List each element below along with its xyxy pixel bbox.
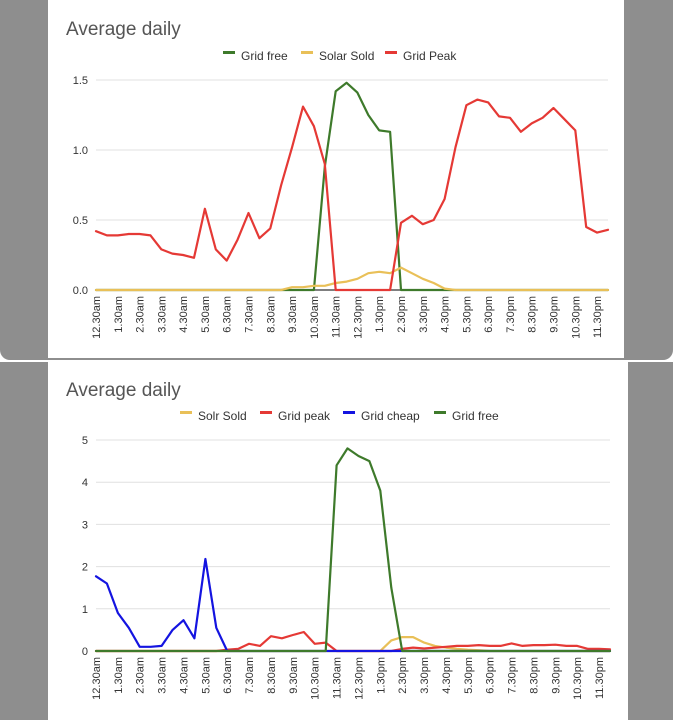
- x-tick-label: 11.30pm: [592, 296, 604, 338]
- series-line-grid-peak: [94, 630, 612, 653]
- x-tick-label: 2.30am: [135, 296, 147, 333]
- legend-label-4: Grid free: [452, 409, 499, 423]
- x-tick-label: 9.30am: [288, 657, 300, 694]
- x-tick-label: 7.30pm: [505, 296, 517, 333]
- series-line-solar-sold: [94, 266, 610, 292]
- x-tick-label: 1.30am: [113, 657, 125, 694]
- x-tick-label: 3.30am: [157, 657, 169, 694]
- chart-card-bottom: Average daily Solr Sold Grid peak Grid chea…: [48, 362, 628, 720]
- x-tick-label: 6.30pm: [485, 657, 497, 694]
- legend-label-3: Grid Peak: [403, 49, 457, 63]
- y-tick-label: 1.5: [73, 75, 88, 87]
- legend-label-2: Solar Sold: [319, 49, 374, 63]
- x-tick-label: 1.30pm: [375, 657, 387, 694]
- x-tick-label: 7.30pm: [507, 657, 519, 694]
- x-tick-label: 12.30am: [91, 296, 103, 339]
- x-tick-label: 3.30am: [156, 296, 168, 333]
- legend-label-2: Grid peak: [278, 409, 331, 423]
- x-tick-label: 1.30pm: [374, 296, 386, 333]
- legend-swatch-3: [343, 411, 355, 414]
- x-tick-label: 12.30pm: [353, 657, 365, 700]
- x-tick-label: 9.30pm: [550, 657, 562, 694]
- legend-label-3: Grid cheap: [361, 409, 420, 423]
- legend-swatch-2: [260, 411, 272, 414]
- x-tick-label: 5.30am: [200, 657, 212, 694]
- x-tick-label: 12.30am: [91, 657, 103, 700]
- y-tick-label: 1: [82, 604, 88, 616]
- legend-swatch-2: [301, 51, 313, 54]
- x-tick-label: 5.30pm: [463, 657, 475, 694]
- x-tick-label: 6.30am: [222, 657, 234, 694]
- x-tick-label: 4.30am: [178, 657, 190, 694]
- legend-swatch-1: [223, 51, 235, 54]
- y-tick-label: 2: [82, 562, 88, 574]
- chart-top: Average daily Grid free Solar Sold Grid Pea…: [66, 19, 610, 339]
- chart-bottom: Average daily Solr Sold Grid peak Grid chea…: [66, 380, 612, 700]
- x-tick-label: 9.30pm: [549, 296, 561, 333]
- x-tick-label: 5.30am: [200, 296, 212, 333]
- x-tick-label: 3.30pm: [418, 296, 430, 333]
- x-tick-label: 11.30pm: [594, 657, 606, 699]
- x-tick-label: 8.30pm: [528, 657, 540, 694]
- x-tick-label: 4.30pm: [440, 296, 452, 333]
- y-tick-label: 5: [82, 435, 88, 447]
- legend-label-1: Solr Sold: [198, 409, 247, 423]
- x-tick-label: 7.30am: [244, 296, 256, 333]
- chart-title: Average daily: [66, 19, 181, 40]
- series-line-grid-free: [94, 81, 610, 292]
- x-tick-label: 10.30pm: [570, 296, 582, 339]
- legend-swatch-1: [180, 411, 192, 414]
- y-tick-label: 3: [82, 519, 88, 531]
- x-tick-label: 6.30am: [222, 296, 234, 333]
- y-tick-label: 0: [82, 646, 88, 658]
- x-tick-label: 10.30am: [309, 296, 321, 339]
- series-line-grid-free: [94, 447, 612, 653]
- x-tick-label: 10.30pm: [572, 657, 584, 700]
- x-tick-label: 3.30pm: [419, 657, 431, 694]
- y-tick-label: 4: [82, 477, 88, 489]
- x-tick-label: 11.30am: [331, 296, 343, 338]
- y-tick-label: 1.0: [73, 145, 88, 157]
- x-tick-label: 1.30am: [113, 296, 125, 333]
- x-tick-label: 12.30pm: [352, 296, 364, 339]
- chart-title: Average daily: [66, 380, 181, 401]
- legend-swatch-3: [385, 51, 397, 54]
- x-tick-label: 8.30pm: [527, 296, 539, 333]
- y-tick-label: 0.0: [73, 285, 88, 297]
- x-tick-label: 8.30am: [266, 657, 278, 694]
- x-tick-label: 10.30am: [310, 657, 322, 700]
- series-line-grid-peak: [94, 98, 610, 292]
- x-tick-label: 4.30pm: [441, 657, 453, 694]
- x-tick-label: 11.30am: [332, 657, 344, 699]
- series-line-grid-cheap: [94, 557, 612, 653]
- x-tick-label: 2.30am: [135, 657, 147, 694]
- x-tick-label: 9.30am: [287, 296, 299, 333]
- x-tick-label: 6.30pm: [483, 296, 495, 333]
- chart-card-top: Average daily Grid free Solar Sold Grid Pea…: [48, 0, 624, 358]
- x-tick-label: 2.30pm: [397, 657, 409, 694]
- x-tick-label: 5.30pm: [461, 296, 473, 333]
- y-tick-label: 0.5: [73, 215, 88, 227]
- x-tick-label: 8.30am: [265, 296, 277, 333]
- legend-swatch-4: [434, 411, 446, 414]
- x-tick-label: 7.30am: [244, 657, 256, 694]
- legend-label-1: Grid free: [241, 49, 288, 63]
- x-tick-label: 2.30pm: [396, 296, 408, 333]
- x-tick-label: 4.30am: [178, 296, 190, 333]
